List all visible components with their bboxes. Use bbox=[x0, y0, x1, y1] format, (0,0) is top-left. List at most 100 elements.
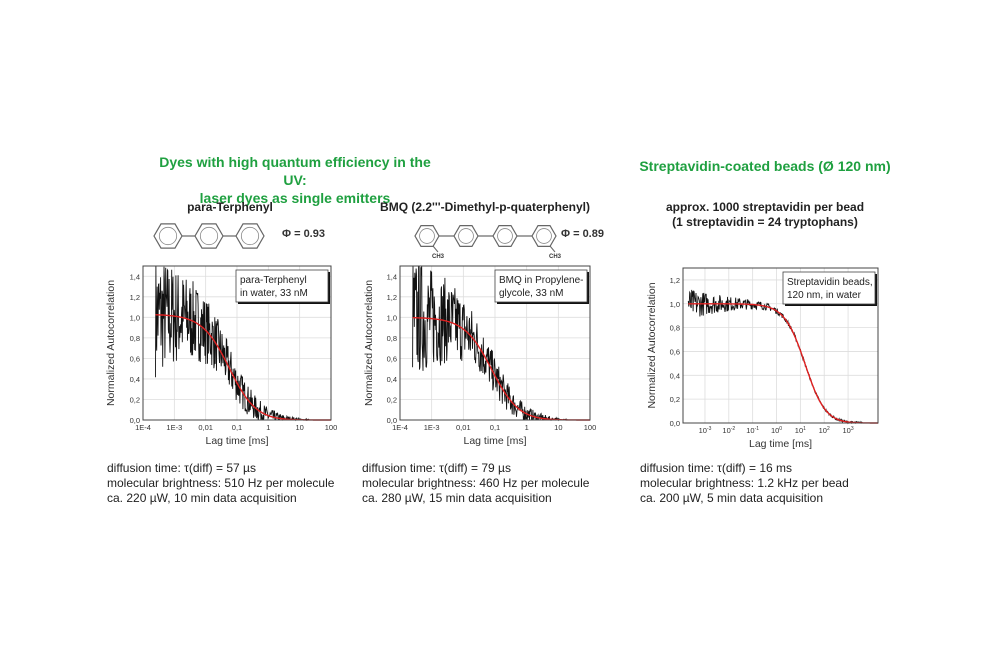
legend-box bbox=[782, 271, 876, 305]
x-tick-label: 1E-4 bbox=[135, 423, 151, 432]
x-tick-label: 0,01 bbox=[198, 423, 213, 432]
x-tick-label: 103 bbox=[842, 426, 853, 435]
caption-bmq: diffusion time: τ(diff) = 79 µs molecula… bbox=[362, 461, 589, 506]
legend-text: BMQ in Propylene- bbox=[499, 275, 583, 286]
legend-text: Streptavidin beads, bbox=[787, 277, 873, 288]
plot-frame bbox=[142, 265, 332, 421]
y-tick-label: 0,0 bbox=[670, 419, 680, 428]
x-tick-label: 1E-4 bbox=[392, 423, 408, 432]
y-tick-label: 1,4 bbox=[130, 272, 140, 281]
x-tick-label: 1E-3 bbox=[424, 423, 440, 432]
chart-1: 1E-4 1E-3 0,01 0,1 1 10 100 0,0 0,2 0,4 0,6 0,8 1,0 1… bbox=[105, 265, 338, 447]
caption-line: diffusion time: τ(diff) = 57 µs bbox=[107, 461, 256, 475]
x-tick-label: 102 bbox=[819, 426, 830, 435]
y-tick-label: 1,0 bbox=[387, 313, 397, 322]
heading-line: laser dyes as single emitters bbox=[199, 190, 391, 206]
x-tick-label: 10 bbox=[295, 423, 303, 432]
y-tick-label: 0,4 bbox=[670, 371, 680, 380]
x-axis-label: Lag time [ms] bbox=[749, 438, 812, 450]
title-line: (1 streptavidin = 24 tryptophans) bbox=[672, 215, 858, 229]
caption-line: diffusion time: τ(diff) = 16 ms bbox=[640, 461, 793, 475]
panel-title-terphenyl: para-Terphenyl bbox=[187, 200, 273, 214]
data-trace bbox=[155, 265, 310, 422]
panel-title-bmq: BMQ (2.2'''-Dimethyl-p-quaterphenyl) bbox=[380, 200, 590, 214]
legend-text: glycole, 33 nM bbox=[499, 288, 563, 299]
x-tick-label: 10-2 bbox=[722, 426, 735, 435]
heading-uv-dyes: Dyes with high quantum efficiency in the… bbox=[150, 153, 440, 207]
y-tick-label: 1,2 bbox=[387, 293, 397, 302]
y-tick-label: 1,4 bbox=[387, 272, 397, 281]
y-tick-label: 0,0 bbox=[130, 416, 140, 425]
x-tick-label: 100 bbox=[771, 426, 782, 435]
fit-curve bbox=[688, 303, 878, 424]
caption-line: molecular brightness: 510 Hz per molecul… bbox=[107, 476, 335, 490]
caption-line: diffusion time: τ(diff) = 79 µs bbox=[362, 461, 511, 475]
y-tick-label: 1,0 bbox=[670, 300, 680, 309]
caption-beads: diffusion time: τ(diff) = 16 ms molecula… bbox=[640, 461, 849, 506]
plot-frame bbox=[399, 265, 591, 421]
legend-text: 120 nm, in water bbox=[787, 290, 862, 301]
y-axis-label: Normalized Autocorrelation bbox=[646, 282, 658, 408]
caption-line: ca. 200 µW, 5 min data acquisition bbox=[640, 491, 824, 505]
chart-3: 10-3 10-2 10-1 100 101 102 103 0,0 0,2 0,4 0,6 0,8 1… bbox=[646, 267, 879, 450]
x-tick-label: 10-3 bbox=[699, 426, 712, 435]
y-tick-label: 0,2 bbox=[387, 395, 397, 404]
x-tick-label: 10 bbox=[554, 423, 562, 432]
methyl-bond bbox=[432, 245, 439, 253]
methyl-label: CH3 bbox=[549, 254, 562, 260]
title-line: approx. 1000 streptavidin per bead bbox=[665, 200, 865, 214]
y-tick-label: 0,4 bbox=[387, 375, 397, 384]
y-tick-label: 0,6 bbox=[130, 354, 140, 363]
heading-line: Dyes with high quantum efficiency in the… bbox=[159, 154, 431, 188]
x-tick-label: 10-1 bbox=[746, 426, 759, 435]
y-tick-label: 0,6 bbox=[670, 347, 680, 356]
y-tick-label: 1,2 bbox=[670, 276, 680, 285]
aromatic-bond bbox=[158, 226, 178, 246]
aromatic-bond bbox=[536, 228, 552, 244]
plot-frame bbox=[682, 267, 879, 424]
aromatic-bond bbox=[497, 228, 513, 244]
x-tick-label: 1E-3 bbox=[166, 423, 182, 432]
y-tick-label: 0,8 bbox=[387, 334, 397, 343]
molecule-structures bbox=[153, 223, 557, 253]
caption-terphenyl: diffusion time: τ(diff) = 57 µs molecula… bbox=[107, 461, 334, 506]
x-tick-label: 101 bbox=[795, 426, 806, 435]
y-tick-label: 1,2 bbox=[130, 293, 140, 302]
x-tick-label: 0,1 bbox=[232, 423, 242, 432]
legend-box bbox=[235, 269, 329, 303]
x-axis-label: Lag time [ms] bbox=[205, 435, 268, 447]
legend-text: para-Terphenyl bbox=[240, 275, 307, 286]
y-tick-label: 0,6 bbox=[387, 354, 397, 363]
quantum-yield-terphenyl: Φ = 0.93 bbox=[282, 228, 325, 240]
caption-line: molecular brightness: 1.2 kHz per bead bbox=[640, 476, 849, 490]
y-tick-label: 0,8 bbox=[130, 334, 140, 343]
y-tick-label: 0,2 bbox=[670, 395, 680, 404]
x-tick-label: 0,01 bbox=[456, 423, 471, 432]
benzene-ring bbox=[153, 223, 183, 249]
x-tick-label: 100 bbox=[584, 423, 597, 432]
y-axis-label: Normalized Autocorrelation bbox=[105, 280, 117, 406]
y-axis-label: Normalized Autocorrelation bbox=[363, 280, 375, 406]
caption-line: molecular brightness: 460 Hz per molecul… bbox=[362, 476, 590, 490]
quantum-yield-bmq: Φ = 0.89 bbox=[561, 228, 604, 240]
chart-2: 1E-4 1E-3 0,01 0,1 1 10 100 0,0 0,2 0,4 0,6 0,8 1,0 1… bbox=[363, 265, 597, 447]
aromatic-bond bbox=[199, 226, 219, 246]
x-tick-label: 0,1 bbox=[490, 423, 500, 432]
legend-text: in water, 33 nM bbox=[240, 288, 308, 299]
x-tick-label: 100 bbox=[325, 423, 338, 432]
methyl-label: CH3 bbox=[432, 254, 445, 260]
aromatic-bond bbox=[458, 228, 474, 244]
heading-beads: Streptavidin-coated beads (Ø 120 nm) bbox=[639, 158, 891, 174]
panel-title-beads: approx. 1000 streptavidin per bead (1 st… bbox=[640, 200, 890, 230]
y-tick-label: 0,8 bbox=[670, 324, 680, 333]
data-trace bbox=[412, 265, 569, 422]
caption-line: ca. 220 µW, 10 min data acquisition bbox=[107, 491, 297, 505]
caption-line: ca. 280 µW, 15 min data acquisition bbox=[362, 491, 552, 505]
y-tick-label: 1,0 bbox=[130, 313, 140, 322]
y-tick-label: 0,0 bbox=[387, 416, 397, 425]
x-axis-label: Lag time [ms] bbox=[463, 435, 526, 447]
methyl-bond bbox=[549, 245, 556, 253]
x-tick-label: 1 bbox=[266, 423, 270, 432]
